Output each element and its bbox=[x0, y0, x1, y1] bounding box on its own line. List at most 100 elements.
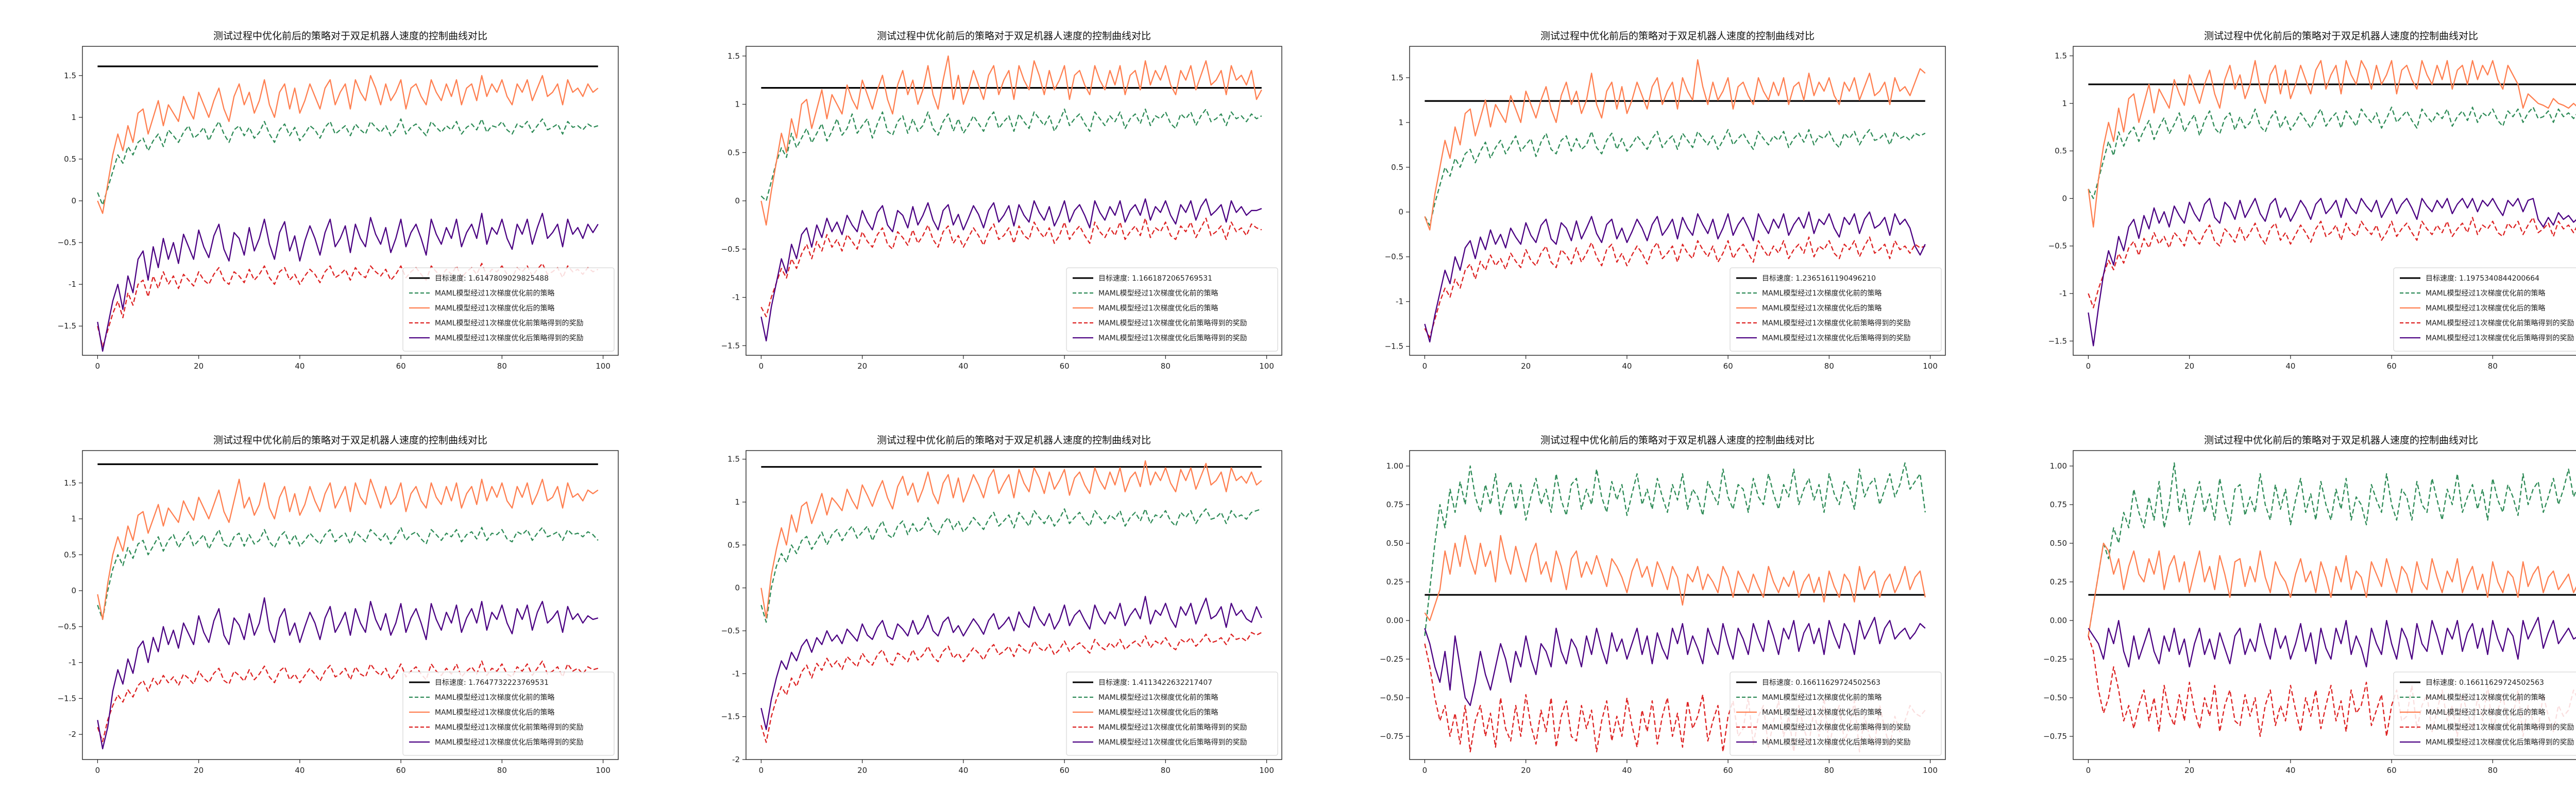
x-tick-label: 20 bbox=[194, 766, 204, 775]
y-tick-label: -1 bbox=[69, 658, 76, 667]
series-line bbox=[1424, 59, 1926, 231]
legend-label: MAML模型经过1次梯度优化后的策略 bbox=[2426, 304, 2545, 313]
y-tick-label: -1 bbox=[732, 293, 740, 302]
x-tick-label: 40 bbox=[295, 766, 304, 775]
x-tick-label: 80 bbox=[1161, 361, 1171, 371]
x-tick-label: 20 bbox=[857, 766, 867, 775]
series-line bbox=[760, 217, 1262, 318]
y-tick-label: −0.5 bbox=[721, 626, 740, 635]
chart-title: 测试过程中优化前后的策略对于双足机器人速度的控制曲线对比 bbox=[213, 30, 487, 42]
y-tick-label: −0.25 bbox=[2043, 654, 2067, 664]
x-tick-label: 60 bbox=[396, 361, 406, 371]
chart-title: 测试过程中优化前后的策略对于双足机器人速度的控制曲线对比 bbox=[213, 435, 487, 446]
series-line bbox=[760, 108, 1262, 202]
x-tick-label: 40 bbox=[295, 361, 304, 371]
legend-label: 目标速度: 1.1661872065769531 bbox=[1098, 274, 1212, 283]
legend-label: MAML模型经过1次梯度优化前策略得到的奖励 bbox=[2426, 723, 2574, 732]
series-group bbox=[760, 460, 1262, 743]
legend: 目标速度: 1.1975340844200664 MAML模型经过1次梯度优化前的… bbox=[2393, 267, 2576, 352]
legend-box bbox=[1730, 267, 1942, 352]
series-line bbox=[97, 213, 599, 352]
y-tick-label: 0.00 bbox=[1386, 616, 1403, 625]
y-tick-label: 0 bbox=[735, 196, 740, 205]
y-tick-label: 1.5 bbox=[2055, 51, 2067, 60]
y-tick-label: −1.5 bbox=[58, 694, 76, 703]
legend-label: MAML模型经过1次梯度优化后的策略 bbox=[1098, 708, 1218, 717]
y-tick-label: −0.75 bbox=[2043, 732, 2067, 741]
series-line bbox=[1424, 535, 1926, 622]
series-line bbox=[97, 527, 599, 620]
legend-label: MAML模型经过1次梯度优化后的策略 bbox=[1098, 304, 1218, 313]
series-line bbox=[1424, 236, 1926, 338]
x-tick-label: 60 bbox=[1723, 766, 1733, 775]
chart-title: 测试过程中优化前后的策略对于双足机器人速度的控制曲线对比 bbox=[1540, 435, 1815, 446]
x-tick-label: 0 bbox=[2086, 361, 2091, 371]
y-tick-label: 1 bbox=[2062, 99, 2067, 108]
legend: 目标速度: 1.2365161190496210 MAML模型经过1次梯度优化前的… bbox=[1730, 267, 1942, 352]
x-tick-label: 0 bbox=[95, 361, 100, 371]
y-tick-label: 1.5 bbox=[64, 478, 76, 488]
x-tick-label: 40 bbox=[2285, 766, 2295, 775]
legend-label: MAML模型经过1次梯度优化前的策略 bbox=[2426, 289, 2545, 298]
legend-label: MAML模型经过1次梯度优化前策略得到的奖励 bbox=[435, 723, 583, 732]
y-tick-label: −1.5 bbox=[721, 712, 740, 721]
y-tick-label: −0.50 bbox=[1380, 693, 1403, 702]
legend-label: MAML模型经过1次梯度优化后策略得到的奖励 bbox=[2426, 334, 2574, 342]
y-tick-label: −1.5 bbox=[1385, 342, 1403, 351]
legend-label: MAML模型经过1次梯度优化后策略得到的奖励 bbox=[1098, 334, 1247, 342]
y-tick-label: 1.00 bbox=[1386, 461, 1403, 471]
series-line bbox=[97, 118, 599, 206]
legend-label: MAML模型经过1次梯度优化前策略得到的奖励 bbox=[435, 319, 583, 327]
x-tick-label: 80 bbox=[497, 361, 507, 371]
y-tick-label: −1.5 bbox=[721, 341, 740, 350]
legend-label: MAML模型经过1次梯度优化后的策略 bbox=[435, 304, 554, 313]
chart-title: 测试过程中优化前后的策略对于双足机器人速度的控制曲线对比 bbox=[1540, 30, 1815, 42]
plot-area bbox=[745, 450, 1282, 760]
series-line bbox=[760, 596, 1262, 730]
y-tick-label: −0.5 bbox=[1385, 252, 1403, 262]
y-tick-label: 0.00 bbox=[2050, 616, 2067, 625]
y-tick-label: 0.75 bbox=[2050, 500, 2067, 509]
y-tick-label: 1.00 bbox=[2050, 461, 2067, 471]
y-tick-label: 1 bbox=[1398, 118, 1403, 127]
x-tick-label: 40 bbox=[2285, 361, 2295, 371]
legend-label: 目标速度: 1.2365161190496210 bbox=[1762, 274, 1876, 283]
legend-box bbox=[1730, 671, 1942, 756]
chart-title: 测试过程中优化前后的策略对于双足机器人速度的控制曲线对比 bbox=[877, 435, 1151, 446]
legend-box bbox=[2393, 267, 2576, 352]
x-tick-label: 80 bbox=[497, 766, 507, 775]
legend-box bbox=[402, 267, 615, 352]
x-tick-label: 20 bbox=[194, 361, 204, 371]
series-line bbox=[97, 597, 599, 750]
y-tick-label: -1 bbox=[2059, 289, 2067, 298]
x-tick-label: 0 bbox=[759, 361, 764, 371]
x-tick-label: 100 bbox=[1259, 766, 1274, 775]
series-line bbox=[2088, 616, 2576, 668]
legend-box bbox=[402, 671, 615, 756]
chart-title: 测试过程中优化前后的策略对于双足机器人速度的控制曲线对比 bbox=[2204, 30, 2478, 42]
chart-panel: 测试过程中优化前后的策略对于双足机器人速度的控制曲线对比020406080100… bbox=[2048, 30, 2576, 371]
y-tick-label: 1 bbox=[735, 100, 740, 109]
legend-label: MAML模型经过1次梯度优化前的策略 bbox=[1098, 289, 1218, 298]
y-tick-label: 0.5 bbox=[64, 550, 76, 559]
legend-label: MAML模型经过1次梯度优化后策略得到的奖励 bbox=[435, 738, 583, 747]
x-tick-label: 80 bbox=[1824, 361, 1834, 371]
x-tick-label: 80 bbox=[2488, 361, 2498, 371]
y-tick-label: 0.5 bbox=[727, 148, 740, 157]
x-tick-label: 80 bbox=[2488, 766, 2498, 775]
series-group bbox=[760, 55, 1262, 342]
legend-label: MAML模型经过1次梯度优化后的策略 bbox=[1762, 304, 1882, 313]
series-line bbox=[1424, 129, 1926, 226]
y-tick-label: 0.5 bbox=[64, 154, 76, 164]
x-tick-label: 80 bbox=[1824, 766, 1834, 775]
chart-panel: 测试过程中优化前后的策略对于双足机器人速度的控制曲线对比020406080100… bbox=[2043, 435, 2576, 775]
legend-label: 目标速度: 0.16611629724502563 bbox=[1762, 679, 1880, 687]
y-tick-label: 0.5 bbox=[1391, 163, 1403, 172]
legend-label: MAML模型经过1次梯度优化前策略得到的奖励 bbox=[1762, 319, 1910, 327]
x-tick-label: 60 bbox=[1060, 361, 1070, 371]
x-tick-label: 60 bbox=[1060, 766, 1070, 775]
y-tick-label: 0 bbox=[1398, 208, 1403, 217]
